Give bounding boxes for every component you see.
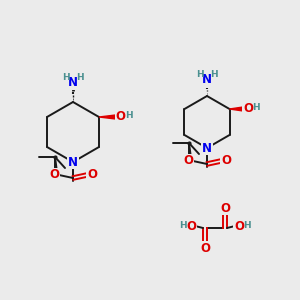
Text: O: O (243, 103, 253, 116)
Text: N: N (202, 142, 212, 154)
Text: N: N (68, 155, 78, 169)
Text: O: O (87, 169, 97, 182)
Text: O: O (220, 202, 230, 214)
Text: O: O (49, 169, 59, 182)
Polygon shape (99, 115, 116, 119)
Text: N: N (68, 76, 78, 89)
Text: H: H (196, 70, 204, 79)
Text: O: O (116, 110, 125, 124)
Text: H: H (252, 103, 260, 112)
Text: O: O (186, 220, 196, 232)
Text: H: H (76, 73, 84, 82)
Text: H: H (62, 73, 70, 82)
Text: H: H (179, 221, 187, 230)
Polygon shape (230, 107, 243, 111)
Text: H: H (210, 70, 218, 79)
Text: N: N (202, 73, 212, 85)
Text: O: O (234, 220, 244, 232)
Text: O: O (183, 154, 193, 167)
Text: O: O (221, 154, 231, 167)
Text: O: O (200, 242, 210, 254)
Text: H: H (243, 221, 251, 230)
Text: H: H (125, 110, 132, 119)
